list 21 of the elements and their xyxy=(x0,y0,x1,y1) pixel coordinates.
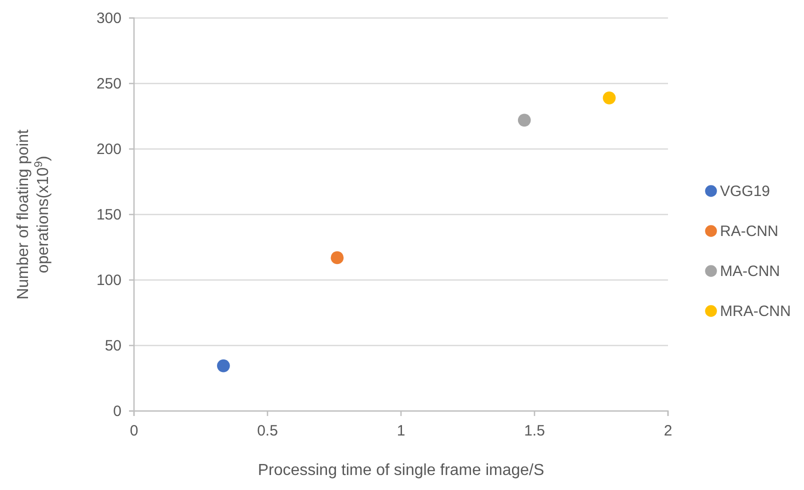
legend-label: MA-CNN xyxy=(720,263,780,280)
y-tick-label: 50 xyxy=(104,337,122,354)
legend-label: VGG19 xyxy=(720,183,770,200)
y-tick-label: 300 xyxy=(96,10,122,27)
y-tick-label: 100 xyxy=(96,272,122,289)
point xyxy=(602,91,616,104)
y-tick-label: 150 xyxy=(96,206,122,224)
x-tick-label: 1 xyxy=(396,422,406,440)
legend-label: MRA-CNN xyxy=(720,303,791,320)
y-tick-label: 250 xyxy=(96,75,122,92)
legend-label: RA-CNN xyxy=(720,223,778,240)
point xyxy=(518,114,531,127)
x-axis-title: Processing time of single frame image/S xyxy=(258,462,544,479)
x-tick-label: 0 xyxy=(130,422,138,440)
point xyxy=(217,359,230,372)
y-tick-label: 0 xyxy=(113,402,122,420)
x-tick-label: 2 xyxy=(664,422,672,440)
x-tick-label: 1.5 xyxy=(524,422,545,440)
x-tick-label: 0.5 xyxy=(257,422,278,440)
point xyxy=(330,251,344,264)
y-tick-label: 200 xyxy=(96,140,122,158)
